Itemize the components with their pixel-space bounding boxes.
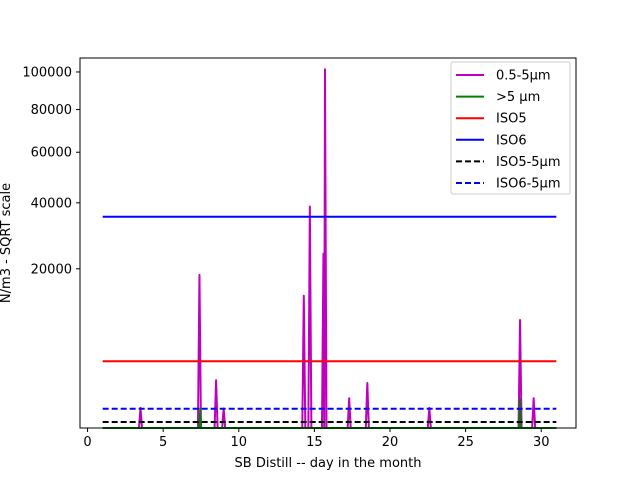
x-axis-label: SB Distill -- day in the month [235, 456, 422, 471]
x-tick-label: 15 [306, 435, 323, 450]
x-tick-label: 10 [231, 435, 248, 450]
legend-label: ISO5 [496, 112, 527, 127]
legend-label: ISO6 [496, 133, 527, 148]
x-tick-label: 5 [159, 435, 167, 450]
legend: 0.5-5µm >5 µm ISO5 ISO6 ISO5-5µm ISO6-5µm [450, 61, 571, 195]
legend-label: >5 µm [496, 90, 540, 105]
y-tick-label: 80000 [31, 103, 72, 118]
y-tick-label: 60000 [31, 146, 72, 161]
x-tick-label: 20 [382, 435, 399, 450]
plot-frame [79, 57, 577, 429]
legend-frame [450, 61, 571, 195]
y-tick-label: 100000 [22, 65, 72, 80]
y-tick-label: 40000 [31, 196, 72, 211]
x-axis: 0 5 10 15 20 25 30 [83, 428, 549, 450]
legend-label: ISO5-5µm [496, 155, 561, 170]
y-axis: 20000 40000 60000 80000 100000 [22, 65, 80, 277]
legend-label: ISO6-5µm [496, 177, 561, 192]
legend-label: 0.5-5µm [496, 69, 551, 84]
y-tick-label: 20000 [31, 262, 72, 277]
x-tick-label: 25 [457, 435, 474, 450]
x-tick-label: 30 [533, 435, 550, 450]
x-tick-label: 0 [83, 435, 91, 450]
series-line-1 [102, 398, 557, 429]
y-axis-label: N/m3 - SQRT scale [0, 183, 14, 303]
